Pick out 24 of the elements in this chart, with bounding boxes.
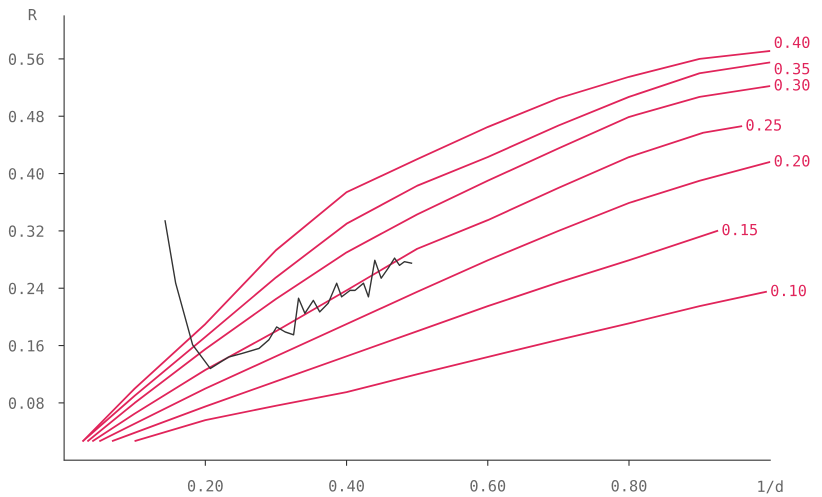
y-tick-label: 0.16	[8, 340, 44, 352]
series-label: 0.35	[774, 62, 810, 74]
x-tick-label: 0.20	[188, 480, 223, 492]
y-tick-label: 0.48	[8, 110, 44, 122]
series-label: 0.10	[771, 284, 806, 296]
series-label: 0.15	[722, 224, 757, 236]
line-series	[134, 290, 767, 442]
x-tick-label: 0.80	[612, 480, 646, 492]
series-label: 0.25	[746, 119, 781, 131]
line-series	[164, 220, 412, 370]
y-tick-label: 0.24	[8, 282, 44, 294]
y-tick-label: 0.56	[8, 53, 44, 65]
series-label: 0.20	[774, 155, 810, 167]
x-axis-title: 1/d	[758, 480, 783, 494]
line-series	[99, 161, 770, 442]
y-axis-title: R	[28, 9, 37, 20]
x-tick-label: 0.60	[470, 480, 506, 492]
y-tick-label: 0.08	[8, 397, 44, 409]
y-tick-label: 0.40	[8, 168, 44, 180]
x-tick-label: 0.40	[329, 480, 364, 492]
series-label: 0.30	[774, 79, 810, 91]
y-tick-label: 0.32	[8, 225, 44, 237]
line-series	[112, 230, 718, 442]
series-label: 0.40	[774, 36, 810, 48]
